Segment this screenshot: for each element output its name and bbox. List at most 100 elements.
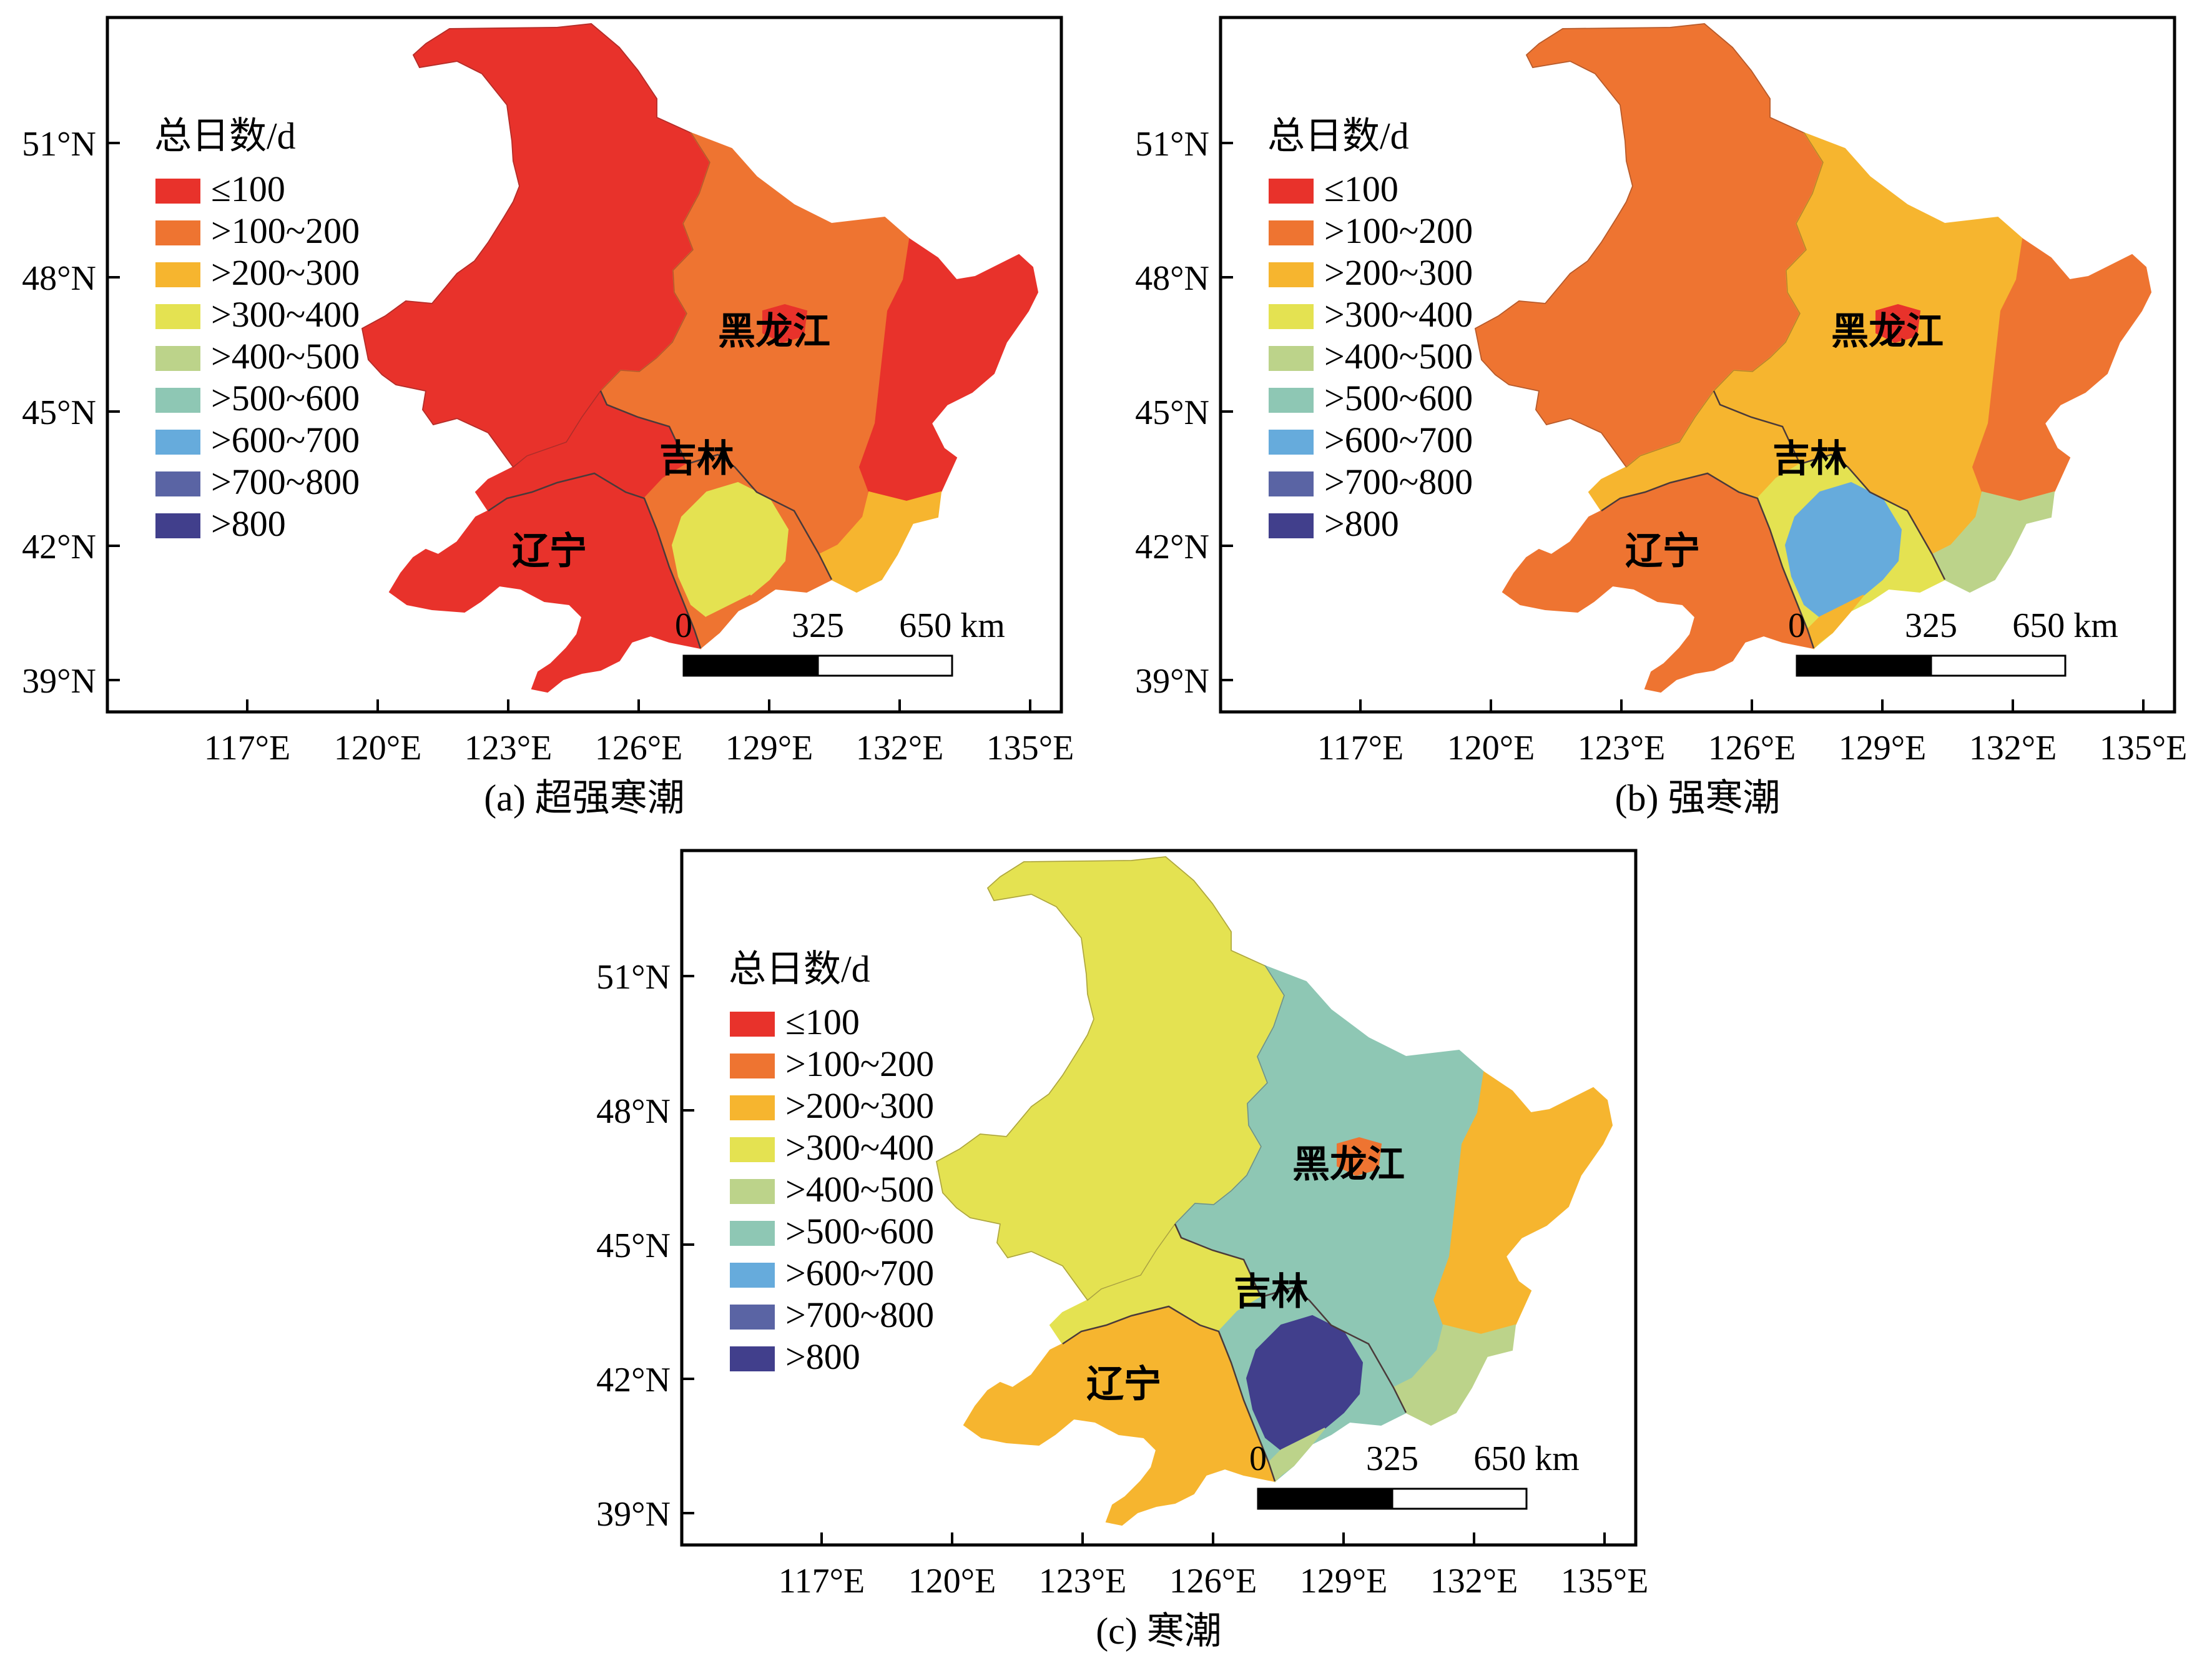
- province-border: [1799, 453, 1946, 580]
- x-tick-label: 120°E: [334, 729, 422, 767]
- legend-swatch: [155, 388, 200, 413]
- legend-swatch: [730, 1221, 775, 1246]
- legend-swatch: [155, 220, 200, 245]
- region-hlj-e: [1433, 1071, 1613, 1336]
- scale-bar-white-segment: [817, 654, 953, 677]
- y-tick-label: 51°N: [596, 958, 671, 997]
- legend-swatch: [730, 1346, 775, 1371]
- y-tick-label: 42°N: [1135, 528, 1209, 566]
- legend-label: >300~400: [1324, 294, 1473, 335]
- x-tick-label: 126°E: [595, 729, 683, 767]
- x-tick-label: 132°E: [1969, 729, 2057, 767]
- province-label: 吉林: [659, 438, 734, 480]
- legend-swatch: [1269, 471, 1314, 496]
- x-tick-label: 135°E: [2100, 729, 2188, 767]
- legend-swatch: [155, 346, 200, 371]
- region-ln-e: [1806, 595, 1864, 649]
- region-jilin-se: [818, 491, 942, 593]
- province-label: 黑龙江: [1831, 311, 1944, 352]
- y-tick-label: 39°N: [22, 662, 96, 701]
- scale-bar-black-segment: [682, 654, 819, 677]
- y-tick-label: 48°N: [1135, 259, 1209, 298]
- legend-label: >700~800: [785, 1295, 934, 1335]
- legend-label: >700~800: [1324, 461, 1473, 502]
- y-tick-label: 45°N: [1135, 393, 1209, 432]
- axes: 117°E 120°E 123°E 126°E 129°E 132°E 135°E 51°N 4…: [22, 125, 1074, 767]
- province-label: 吉林: [1234, 1271, 1309, 1313]
- legend: 总日数/d ≤100>100~200>200~300>300~400>400~50…: [1267, 116, 1473, 544]
- y-tick-label: 51°N: [22, 125, 96, 164]
- x-tick-label: 135°E: [1561, 1562, 1649, 1601]
- legend-title: 总日数/d: [1267, 116, 1409, 157]
- scale-bar-black-segment: [1257, 1488, 1394, 1510]
- province-label: 黑龙江: [1292, 1144, 1405, 1185]
- legend-swatch: [155, 471, 200, 496]
- province-label: 辽宁: [512, 531, 587, 572]
- legend-swatch: [155, 304, 200, 329]
- x-tick-label: 117°E: [1317, 729, 1404, 767]
- y-tick-label: 42°N: [22, 528, 96, 566]
- map-panel-a: 总日数/d ≤100>100~200>200~300>300~400>400~50…: [22, 16, 1074, 819]
- legend-swatch: [1269, 220, 1314, 245]
- x-tick-label: 120°E: [1447, 729, 1535, 767]
- legend-swatch: [1269, 430, 1314, 455]
- legend-label: >600~700: [785, 1253, 934, 1293]
- map-regions: [935, 856, 1613, 1526]
- x-tick-label: 132°E: [1430, 1562, 1518, 1601]
- legend-label: ≤100: [1324, 169, 1398, 209]
- legend: 总日数/d ≤100>100~200>200~300>300~400>400~50…: [154, 116, 360, 544]
- coastline: [361, 23, 710, 468]
- region-jilin-se: [1392, 1324, 1516, 1426]
- legend-label: >100~200: [211, 210, 360, 251]
- y-tick-label: 42°N: [596, 1361, 671, 1399]
- x-tick-label: 129°E: [1839, 729, 1927, 767]
- region-ln-e: [693, 595, 751, 649]
- legend-label: >400~500: [785, 1169, 934, 1210]
- legend-label: >600~700: [211, 420, 360, 460]
- x-tick-label: 132°E: [856, 729, 944, 767]
- region-ln-e: [1267, 1428, 1325, 1483]
- x-tick-label: 117°E: [779, 1562, 865, 1601]
- legend-label: >300~400: [785, 1127, 934, 1168]
- panel-caption: (b) 强寒潮: [1615, 777, 1781, 819]
- scale-bar: 0 325 650 km: [1788, 606, 2118, 677]
- map-panel-b: 总日数/d ≤100>100~200>200~300>300~400>400~50…: [1135, 16, 2188, 819]
- axes: 117°E 120°E 123°E 126°E 129°E 132°E 135°E 51°N 4…: [596, 958, 1648, 1601]
- x-tick-label: 126°E: [1708, 729, 1796, 767]
- legend-swatch: [155, 262, 200, 287]
- legend-label: >800: [785, 1336, 860, 1377]
- legend-swatch: [730, 1053, 775, 1078]
- province-label: 辽宁: [1625, 531, 1700, 572]
- province-border: [1062, 1305, 1276, 1482]
- x-tick-label: 129°E: [725, 729, 814, 767]
- legend-swatch: [155, 513, 200, 538]
- legend-swatch: [1269, 262, 1314, 287]
- region-hlj-lake: [762, 303, 808, 343]
- panel-caption: (a) 超强寒潮: [484, 777, 685, 819]
- region-jilin-core: [1246, 1315, 1364, 1451]
- province-border: [686, 453, 833, 580]
- scale-bar-white-segment: [1930, 654, 2067, 677]
- legend-label: >500~600: [211, 378, 360, 418]
- scale-bar-label: 650 km: [1473, 1439, 1580, 1478]
- legend-label: ≤100: [211, 169, 285, 209]
- legend-swatch: [1269, 388, 1314, 413]
- x-tick-label: 123°E: [465, 729, 553, 767]
- x-tick-label: 129°E: [1300, 1562, 1388, 1601]
- legend-label: >500~600: [785, 1211, 934, 1251]
- panel-caption: (c) 寒潮: [1096, 1611, 1222, 1652]
- legend-swatch: [730, 1012, 775, 1037]
- region-jilin-core: [1784, 481, 1902, 618]
- legend-label: >400~500: [211, 336, 360, 377]
- legend-swatch: [730, 1263, 775, 1288]
- scale-bar: 0 325 650 km: [1249, 1439, 1580, 1510]
- legend-label: >600~700: [1324, 420, 1473, 460]
- scale-bar-label: 0: [1788, 606, 1806, 645]
- region-hlj-lake: [1337, 1137, 1382, 1177]
- province-label: 黑龙江: [718, 311, 830, 352]
- legend-swatch: [1269, 304, 1314, 329]
- y-tick-label: 45°N: [596, 1226, 671, 1265]
- scale-bar-label: 0: [675, 606, 692, 645]
